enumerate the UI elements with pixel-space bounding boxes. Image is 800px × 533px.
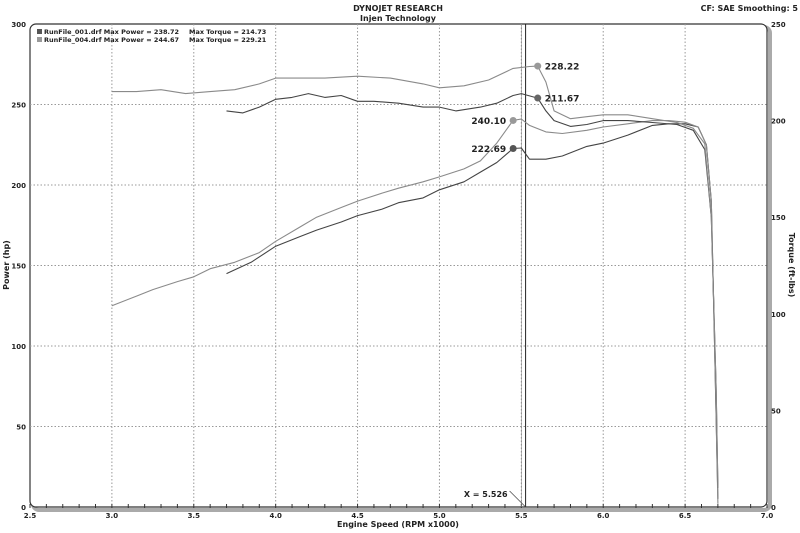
x-axis-label: Engine Speed (RPM x1000)	[337, 520, 459, 529]
peak-label: 228.22	[545, 63, 580, 73]
legend-swatch	[37, 29, 42, 34]
y2-tick-label: 100	[771, 311, 786, 319]
x-tick-label: 6.5	[679, 512, 692, 520]
peak-label: 222.69	[471, 145, 506, 155]
x-tick-label: 6.0	[597, 512, 610, 520]
y2-tick-label: 50	[771, 407, 781, 415]
chart-title: DYNOJET RESEARCH	[353, 4, 443, 13]
x-tick-label: 4.5	[351, 512, 364, 520]
y-tick-label: 50	[16, 424, 26, 432]
x-tick-label: 2.5	[24, 512, 37, 520]
y-tick-label: 150	[11, 263, 26, 271]
cursor-leader	[509, 490, 526, 508]
y2-tick-label: 250	[771, 21, 786, 29]
x-tick-label: 7.0	[761, 512, 774, 520]
series-torque-004	[111, 65, 719, 488]
y-axis-label: Power (hp)	[2, 240, 11, 290]
series-power-001	[226, 123, 719, 499]
peak-label: 211.67	[545, 95, 580, 105]
x-tick-label: 4.0	[269, 512, 282, 520]
header-right: CF: SAE Smoothing: 5	[701, 4, 799, 13]
series-torque-001	[226, 93, 719, 488]
cursor-label: X = 5.526	[464, 490, 508, 499]
y2-tick-label: 200	[771, 118, 786, 126]
y-tick-label: 0	[21, 504, 26, 512]
x-tick-label: 3.0	[106, 512, 119, 520]
chart-subtitle: Injen Technology	[360, 14, 437, 23]
y2-tick-label: 0	[771, 504, 776, 512]
peak-marker	[534, 94, 542, 102]
y-tick-label: 100	[11, 343, 26, 351]
y2-tick-label: 150	[771, 214, 786, 222]
x-tick-label: 5.0	[433, 512, 446, 520]
y-tick-label: 200	[11, 182, 26, 190]
y2-axis-label: Torque (ft-lbs)	[787, 233, 796, 298]
legend-entry: RunFile_001.drf Max Power = 238.72	[44, 28, 179, 36]
legend-torque: Max Torque = 229.21	[189, 36, 267, 44]
peak-marker	[509, 144, 517, 152]
legend-torque: Max Torque = 214.73	[189, 28, 266, 36]
x-tick-label: 5.5	[515, 512, 528, 520]
y-tick-label: 300	[11, 21, 26, 29]
x-tick-label: 3.5	[188, 512, 201, 520]
series-power-004	[111, 118, 719, 504]
legend-swatch	[37, 37, 42, 42]
peak-label: 240.10	[471, 117, 506, 127]
y-tick-label: 250	[11, 102, 26, 110]
legend-entry: RunFile_004.drf Max Power = 244.67	[44, 36, 179, 44]
peak-marker	[534, 62, 542, 70]
peak-marker	[509, 116, 517, 124]
